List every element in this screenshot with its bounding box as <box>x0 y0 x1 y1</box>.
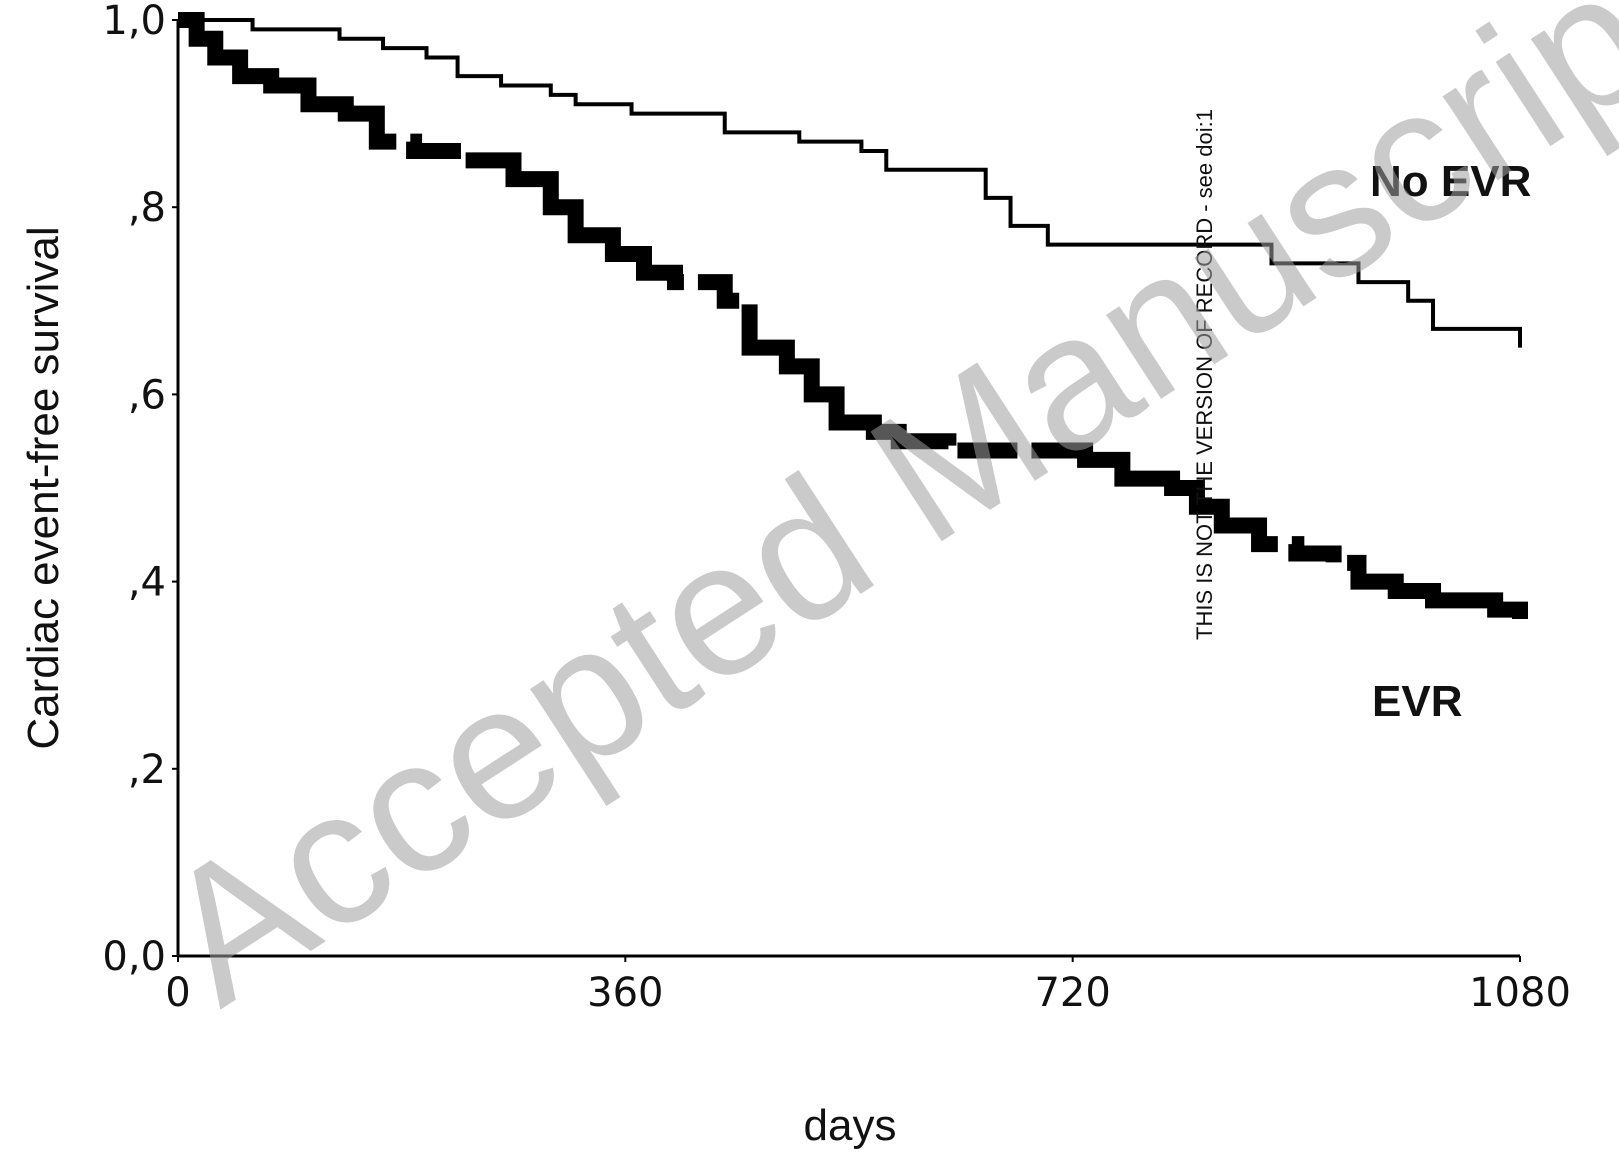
x-tick-label: 0 <box>165 970 190 1016</box>
x-tick-label: 360 <box>587 970 663 1016</box>
y-axis-ticks: 0,0 ,2 ,4 ,6 ,8 1,0 <box>102 0 178 980</box>
no-evr-series-label: No EVR <box>1370 157 1531 206</box>
evr-series-label: EVR <box>1372 677 1462 726</box>
accepted-manuscript-watermark: Accepted Manuscript <box>127 0 1619 1044</box>
y-tick-label: ,6 <box>128 372 166 418</box>
x-axis-label: days <box>804 1101 897 1150</box>
evr-series-line <box>178 12 1528 620</box>
x-tick-label: 1080 <box>1469 970 1571 1016</box>
series-layer <box>178 12 1528 620</box>
y-tick-label: 1,0 <box>102 0 166 44</box>
y-tick-label: 0,0 <box>102 934 166 980</box>
x-axis-ticks: 0 360 720 1080 <box>165 956 1571 1016</box>
no-evr-series-line <box>178 18 1522 348</box>
y-tick-label: ,8 <box>128 185 166 231</box>
y-tick-label: ,4 <box>128 560 166 606</box>
y-tick-label: ,2 <box>128 747 166 793</box>
x-tick-label: 720 <box>1034 970 1110 1016</box>
y-axis-label: Cardiac event-free survival <box>19 226 68 749</box>
version-notice-watermark: THIS IS NOT THE VERSION OF RECORD - see … <box>1192 109 1217 640</box>
